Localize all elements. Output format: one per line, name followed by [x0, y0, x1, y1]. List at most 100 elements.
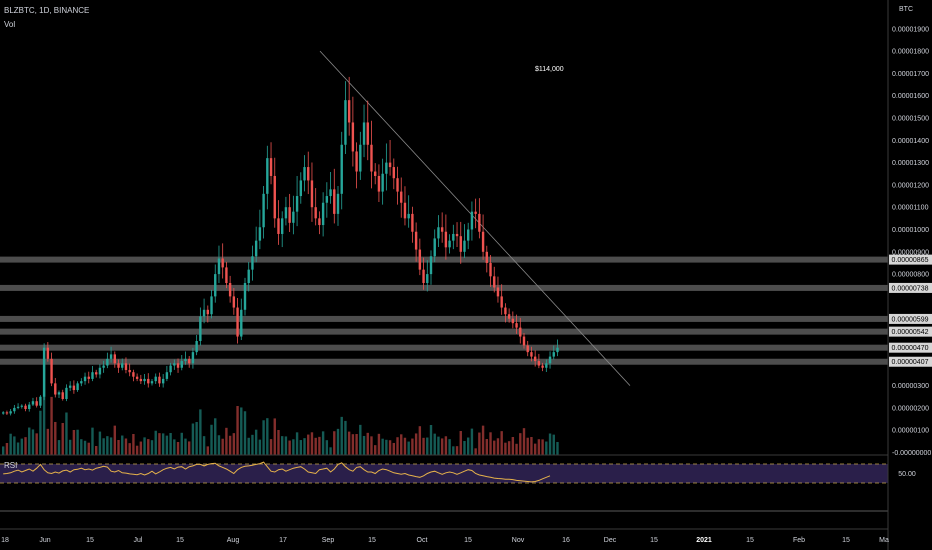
level-band: [0, 284, 888, 291]
candle-body: [507, 314, 511, 319]
volume-bar: [214, 418, 217, 455]
volume-bar: [154, 430, 157, 455]
candle-body: [481, 231, 485, 252]
candle-body: [325, 196, 329, 203]
candle-body: [407, 213, 410, 219]
candle-body: [299, 180, 302, 197]
candle-body: [496, 287, 500, 297]
volume-bar: [351, 434, 355, 455]
candle-body: [50, 358, 53, 384]
volume-bar: [191, 423, 195, 455]
candle-body: [359, 144, 362, 172]
volume-bar: [377, 433, 381, 455]
volume-bar: [281, 436, 284, 455]
candle-body: [139, 378, 143, 382]
candle-body: [180, 361, 183, 368]
volume-bar: [54, 421, 57, 455]
rsi-pane[interactable]: RSI: [0, 454, 888, 512]
candle-body: [385, 162, 388, 174]
candle-body: [202, 309, 206, 317]
symbol-title: BLZBTC, 1D, BINANCE: [4, 6, 89, 15]
volume-bar: [173, 439, 176, 455]
level-band: [0, 315, 888, 322]
candle-body: [545, 363, 548, 368]
candle-body: [340, 144, 343, 194]
candle-body: [284, 207, 288, 219]
volume-bar: [307, 434, 310, 455]
candle-body: [199, 316, 202, 341]
candlesticks: [2, 76, 559, 416]
volume-bar: [72, 430, 76, 455]
volume-bar: [5, 443, 9, 455]
rsi-line: [3, 461, 551, 483]
volume-bar: [310, 432, 314, 455]
volume-bar: [121, 435, 124, 455]
volume-bar: [277, 430, 280, 455]
price-pane[interactable]: [0, 50, 888, 455]
level-label-box: [889, 254, 932, 265]
candle-body: [307, 167, 310, 181]
x-tick-label: 18: [1, 537, 9, 544]
candle-body: [135, 376, 139, 379]
volume-bar: [195, 422, 198, 455]
candle-body: [418, 249, 422, 270]
level-label-box: [889, 326, 932, 337]
candle-body: [68, 385, 72, 388]
candle-body: [132, 372, 135, 377]
candle-body: [191, 352, 195, 364]
volume-bar: [251, 434, 254, 455]
volume-bar: [258, 439, 262, 455]
time-axis[interactable]: 18 Jun 15 Jul 15 Aug 17 Sep 15 Oct 15 Nov 16 Dec 15 202…: [1, 537, 889, 544]
level-label: 0.00000470: [892, 345, 929, 352]
candle-body: [541, 365, 544, 368]
price-axis[interactable]: 0.00001900 0.00001800 0.00001700 0.00001600…: [892, 26, 931, 457]
volume-bar: [288, 440, 291, 455]
candle-body: [362, 122, 366, 145]
volume-legend: Vol: [4, 20, 15, 29]
volume-bar: [455, 446, 459, 455]
candle-body: [236, 307, 239, 337]
volume-bar: [39, 410, 42, 455]
candle-body: [42, 347, 46, 397]
candle-body: [158, 376, 161, 384]
candle-body: [366, 122, 369, 145]
volume-bar: [210, 424, 213, 455]
volume-bar: [336, 428, 340, 455]
candle-body: [31, 401, 35, 405]
candle-body: [519, 327, 522, 337]
candle-body: [61, 392, 64, 399]
volume-bar: [511, 437, 515, 455]
candle-body: [150, 381, 154, 384]
candle-body: [537, 361, 541, 366]
candle-body: [188, 358, 191, 364]
level-label: 0.00000865: [892, 257, 929, 264]
candle-body: [530, 352, 533, 357]
candle-body: [448, 240, 451, 248]
x-tick-label: Dec: [604, 537, 617, 544]
candle-body: [46, 347, 50, 359]
volume-bar: [299, 440, 302, 455]
y-tick-label: 0.00001800: [892, 49, 929, 56]
volume-bar: [459, 431, 462, 455]
candle-body: [262, 193, 265, 228]
x-tick-label: Ma: [879, 537, 889, 544]
x-tick-label: Jun: [39, 537, 50, 544]
candle-body: [422, 269, 425, 284]
candle-body: [533, 356, 537, 362]
volume-bar: [537, 439, 541, 455]
candle-body: [72, 385, 76, 391]
volume-bar: [158, 433, 161, 455]
candle-body: [269, 158, 273, 176]
volume-bar: [139, 441, 143, 455]
candle-body: [321, 202, 325, 226]
price-note: $114,000: [535, 66, 564, 73]
level-band: [0, 358, 888, 365]
volume-bar: [433, 433, 436, 455]
candle-body: [91, 372, 94, 379]
candle-body: [351, 122, 355, 152]
volume-bar: [150, 440, 154, 455]
volume-bar: [35, 433, 38, 455]
candle-body: [414, 231, 418, 250]
x-tick-label: 15: [86, 537, 94, 544]
